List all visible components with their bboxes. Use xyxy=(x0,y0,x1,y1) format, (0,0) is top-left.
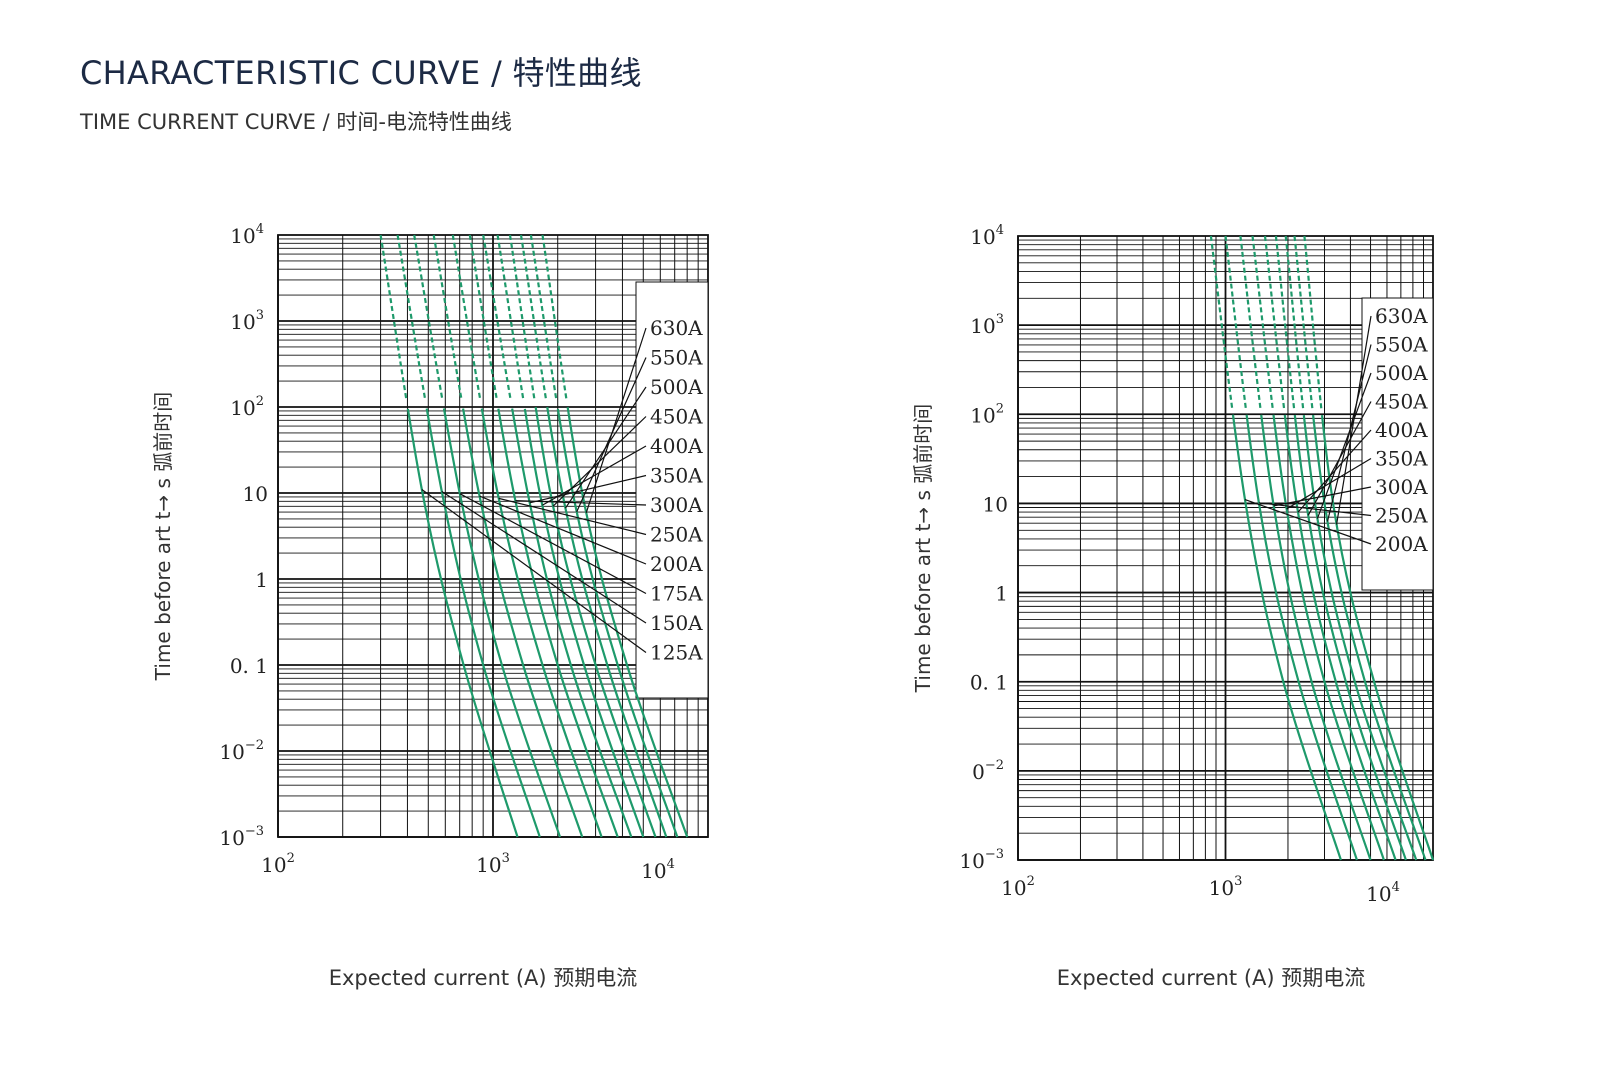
y-tick-label: 104 xyxy=(230,222,264,248)
series-curve-450A xyxy=(508,234,657,838)
y-tick-label: 102 xyxy=(230,394,264,420)
series-label-550A: 550A xyxy=(1375,333,1428,357)
series-label-450A: 450A xyxy=(650,405,703,429)
y-tick-label: 10−3 xyxy=(219,824,264,850)
y-tick-label: 0−2 xyxy=(972,758,1004,784)
series-curve-450A xyxy=(1274,235,1407,861)
series-label-125A: 125A xyxy=(650,641,703,665)
legend-box xyxy=(635,281,709,699)
series-label-450A: 450A xyxy=(1375,390,1428,414)
series-curve-550A xyxy=(529,234,679,838)
y-tick-label: 0. 1 xyxy=(230,654,268,678)
y-tick-label: 0. 1 xyxy=(970,671,1008,695)
leader-line-125A xyxy=(421,489,647,653)
leader-line-450A xyxy=(1307,401,1372,516)
series-label-400A: 400A xyxy=(1375,418,1428,442)
series-label-175A: 175A xyxy=(650,582,703,606)
leader-line-500A xyxy=(1316,372,1372,519)
series-curve-150A xyxy=(396,234,541,838)
curves xyxy=(1209,235,1435,861)
series-curve-630A xyxy=(541,234,689,838)
series-curve-500A xyxy=(519,234,668,838)
x-tick-label: 104 xyxy=(1366,880,1400,906)
y-tick-label: 10 xyxy=(983,492,1008,516)
series-curve-300A xyxy=(1239,235,1372,861)
series-curve-350A xyxy=(1251,235,1385,861)
leader-line-200A xyxy=(479,495,647,565)
x-tick-label: 102 xyxy=(261,851,295,877)
series-curve-350A xyxy=(482,234,633,838)
series-label-400A: 400A xyxy=(650,434,703,458)
leader-line-200A xyxy=(1244,498,1372,545)
series-label-350A: 350A xyxy=(1375,447,1428,471)
y-tick-label: 1 xyxy=(255,568,268,592)
series-curve-300A xyxy=(468,234,619,838)
leader-line-630A xyxy=(585,327,647,514)
leader-line-550A xyxy=(576,357,647,513)
y-tick-label: 103 xyxy=(230,308,264,334)
curves xyxy=(379,234,689,838)
leader-line-450A xyxy=(552,416,647,507)
y-tick-label: 10 xyxy=(243,482,268,506)
chart-1: 630A 550A 500A 450A 400A 350A 300A 250A 200A 175A… xyxy=(151,222,709,990)
leader-line-300A xyxy=(1273,486,1372,507)
series-curve-550A xyxy=(1293,235,1427,861)
series-curve-630A xyxy=(1303,235,1435,861)
x-tick-label: 102 xyxy=(1001,874,1035,900)
series-curve-125A xyxy=(379,234,519,838)
chart-2: 630A 550A 500A 450A 400A 350A 300A 250A 200A 104 1… xyxy=(911,223,1435,990)
y-tick-label: 10−3 xyxy=(959,847,1004,873)
leader-line-150A xyxy=(441,491,647,624)
series-label-550A: 550A xyxy=(650,346,703,370)
legend-box xyxy=(1361,297,1434,591)
y-tick-label: 103 xyxy=(970,312,1004,338)
y-tick-label: 10−2 xyxy=(219,738,264,764)
leader-line-300A xyxy=(515,500,647,506)
series-label-630A: 630A xyxy=(650,316,703,340)
page-title: CHARACTERISTIC CURVE / 特性曲线 xyxy=(80,54,642,92)
y-tick-label: 102 xyxy=(970,401,1004,427)
series-label-250A: 250A xyxy=(1375,504,1428,528)
x-tick-label: 103 xyxy=(476,851,510,877)
x-axis-label: Expected current (A) 预期电流 xyxy=(329,966,638,990)
x-tick-label: 103 xyxy=(1209,874,1243,900)
series-label-250A: 250A xyxy=(650,523,703,547)
x-tick-label: 104 xyxy=(641,857,675,883)
series-label-630A: 630A xyxy=(1375,304,1428,328)
series-curve-250A xyxy=(1224,235,1358,861)
page-subtitle: TIME CURRENT CURVE / 时间-电流特性曲线 xyxy=(80,110,512,134)
leader-line-250A xyxy=(1258,502,1372,517)
y-axis-label: Time before art t→ s 弧前时间 xyxy=(151,392,175,681)
leader-line-175A xyxy=(459,493,647,595)
series-label-200A: 200A xyxy=(1375,532,1428,556)
y-axis-label: Time before art t→ s 弧前时间 xyxy=(911,404,935,693)
series-curve-175A xyxy=(413,234,562,838)
series-curve-500A xyxy=(1284,235,1418,861)
leader-line-500A xyxy=(564,386,647,509)
leader-line-400A xyxy=(1297,429,1372,513)
y-tick-label: 104 xyxy=(970,223,1004,249)
series-curve-400A xyxy=(1263,235,1397,861)
x-axis-label: Expected current (A) 预期电流 xyxy=(1057,966,1366,990)
leader-line-250A xyxy=(498,497,647,536)
series-curve-250A xyxy=(451,234,603,838)
series-curve-200A xyxy=(432,234,584,838)
series-label-500A: 500A xyxy=(650,375,703,399)
series-label-500A: 500A xyxy=(1375,361,1428,385)
series-label-300A: 300A xyxy=(1375,475,1428,499)
series-label-200A: 200A xyxy=(650,552,703,576)
series-label-150A: 150A xyxy=(650,611,703,635)
series-curve-200A xyxy=(1209,235,1342,861)
series-curve-400A xyxy=(496,234,645,838)
series-label-300A: 300A xyxy=(650,493,703,517)
leader-line-350A xyxy=(529,474,647,504)
y-tick-label: 1 xyxy=(995,582,1008,606)
series-label-350A: 350A xyxy=(650,464,703,488)
